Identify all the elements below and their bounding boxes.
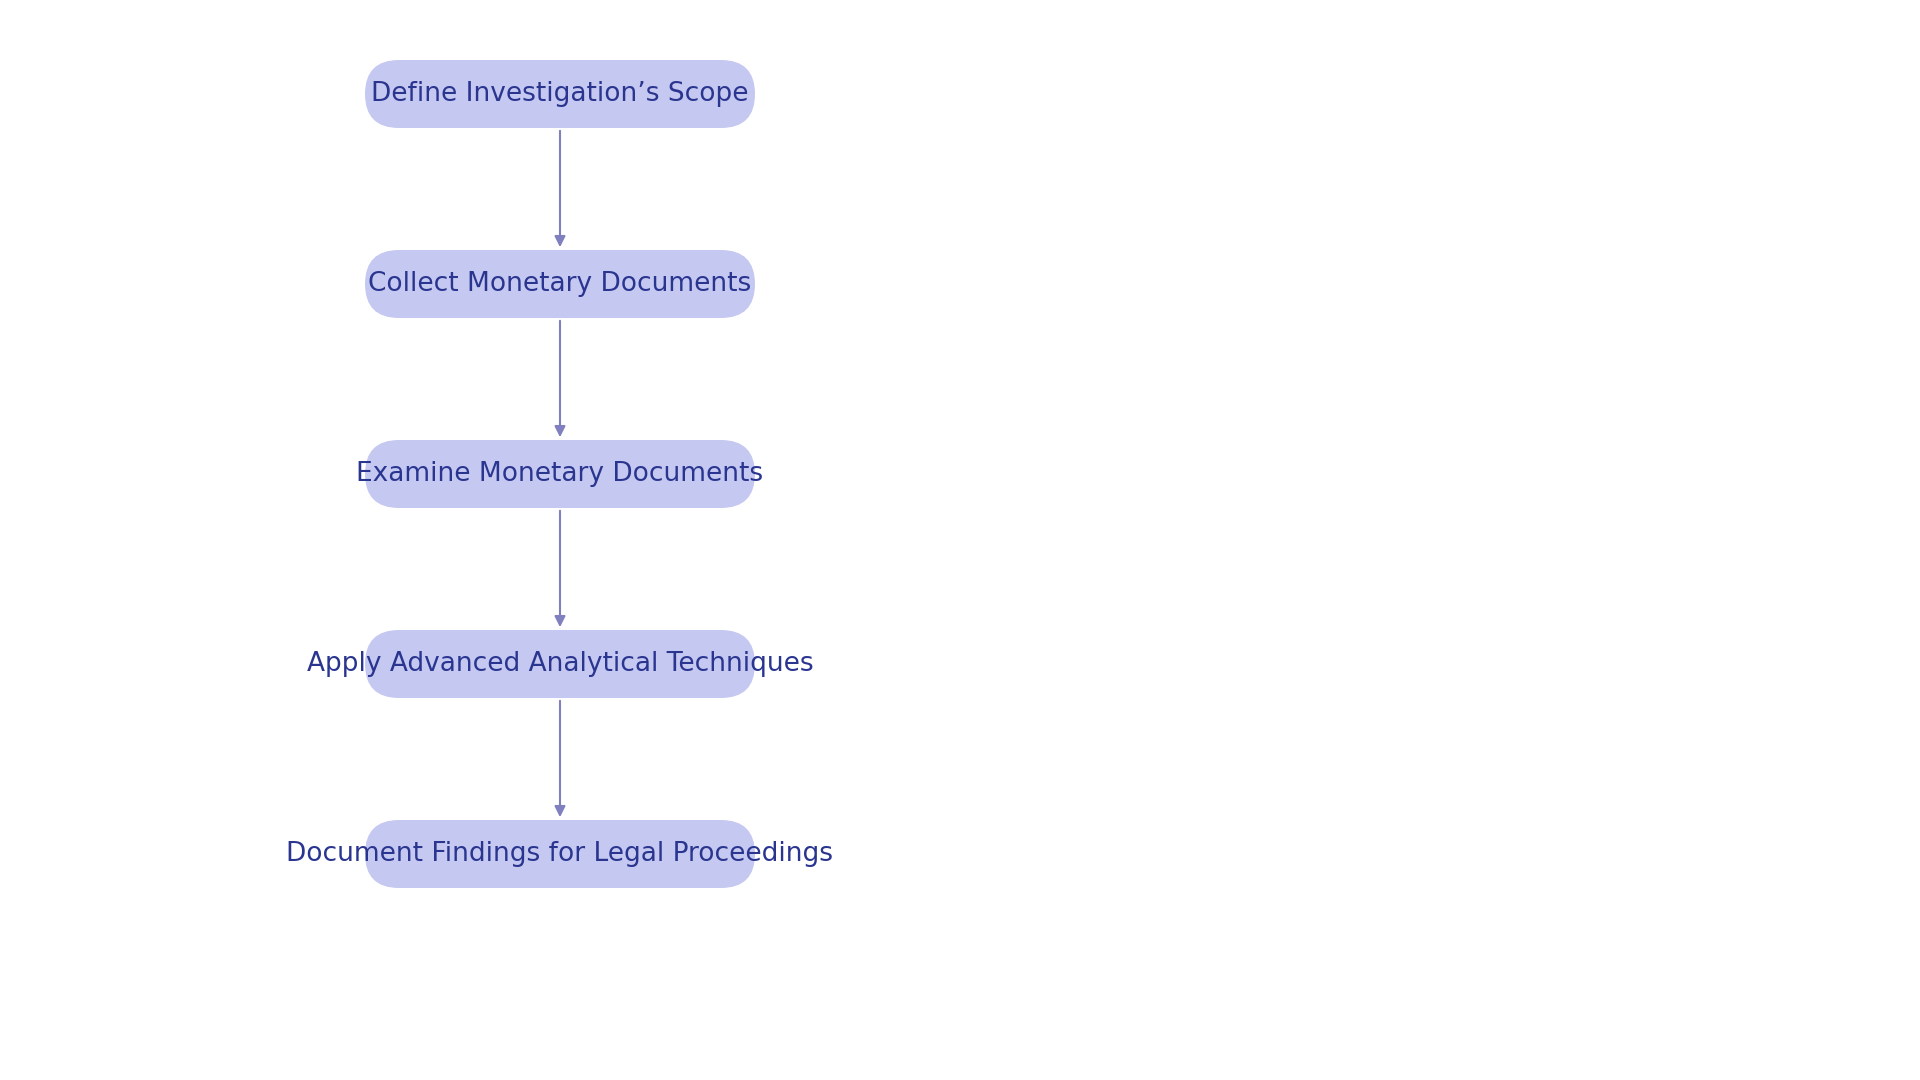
- FancyBboxPatch shape: [365, 820, 755, 888]
- FancyBboxPatch shape: [365, 60, 755, 129]
- FancyBboxPatch shape: [365, 249, 755, 318]
- Text: Define Investigation’s Scope: Define Investigation’s Scope: [371, 81, 749, 107]
- Text: Examine Monetary Documents: Examine Monetary Documents: [357, 461, 764, 487]
- Text: Apply Advanced Analytical Techniques: Apply Advanced Analytical Techniques: [307, 651, 814, 677]
- FancyBboxPatch shape: [365, 630, 755, 698]
- Text: Document Findings for Legal Proceedings: Document Findings for Legal Proceedings: [286, 841, 833, 867]
- FancyBboxPatch shape: [365, 440, 755, 508]
- Text: Collect Monetary Documents: Collect Monetary Documents: [369, 271, 751, 297]
